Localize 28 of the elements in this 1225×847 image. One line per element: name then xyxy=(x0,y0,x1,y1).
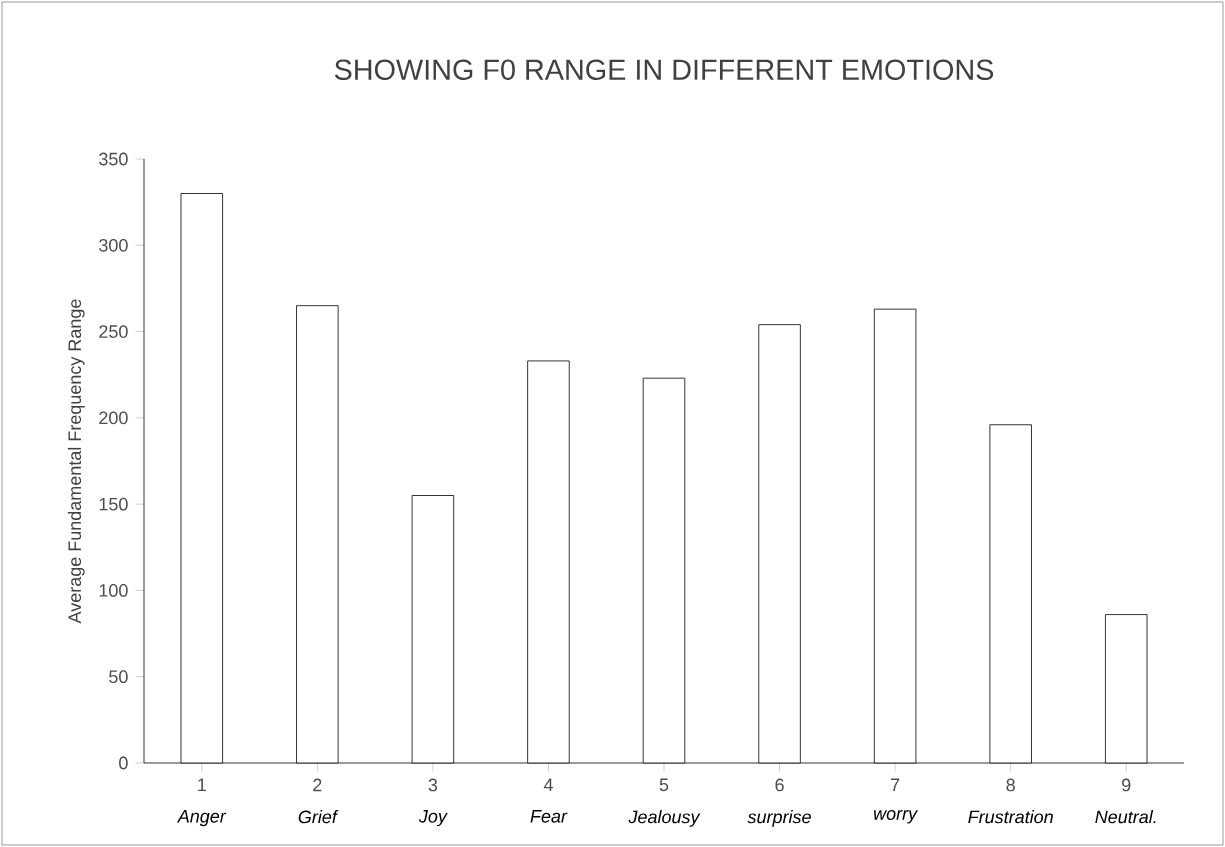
y-tick-label: 100 xyxy=(99,584,128,597)
x-tick-label: 9 xyxy=(1122,778,1131,792)
y-axis-title: Average Fundamental Frequency Range xyxy=(67,299,85,624)
y-tick-label: 50 xyxy=(109,670,128,684)
x-tick-label: 5 xyxy=(659,778,669,792)
text: Anger xyxy=(176,810,227,827)
x-tick-label: 7 xyxy=(891,778,900,791)
x-tick-label: 3 xyxy=(428,778,438,792)
text: Neutral. xyxy=(1095,810,1156,824)
chart-title: SHOWING F0 RANGE IN DIFFERENT EMOTIONS xyxy=(334,59,994,80)
x-tick-label: 8 xyxy=(1006,778,1015,792)
x-tick-label: 1 xyxy=(198,778,206,791)
y-tick-label: 350 xyxy=(99,152,128,166)
text: Joy xyxy=(418,810,448,827)
y-tick-label: 300 xyxy=(99,238,128,252)
x-tick-label: 2 xyxy=(313,778,322,792)
y-tick-label: 0 xyxy=(119,756,128,770)
text: Frustration xyxy=(968,810,1053,824)
text: Jealousy xyxy=(628,810,701,827)
y-tick-label: 200 xyxy=(99,411,128,425)
x-tick-label: 6 xyxy=(775,778,784,792)
text: worry xyxy=(874,810,919,824)
x-tick-label: 4 xyxy=(543,778,553,791)
y-tick-label: 150 xyxy=(99,497,128,511)
text: Fear xyxy=(530,810,568,823)
y-tick-label: 250 xyxy=(99,325,128,338)
text: surprise xyxy=(747,810,811,827)
text: Grief xyxy=(298,810,339,824)
